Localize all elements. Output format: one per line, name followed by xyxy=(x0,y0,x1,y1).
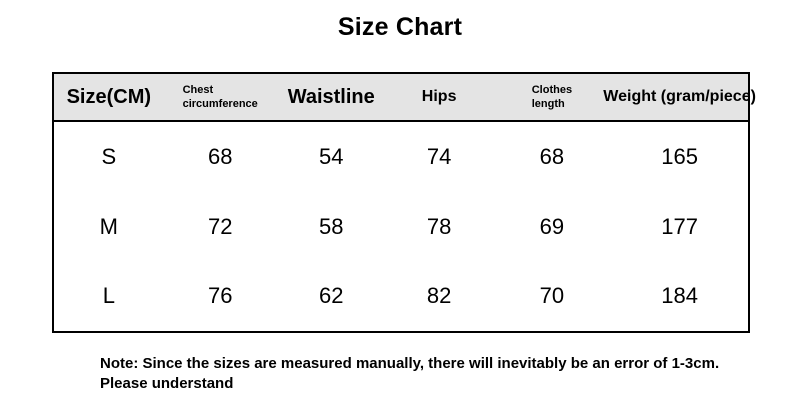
header-cell-size: Size(CM) xyxy=(66,85,152,108)
row-label-size-s: S xyxy=(101,143,117,169)
header-cell-clothes-length: Clothes length xyxy=(531,83,573,110)
cell-m-clothes-length: 69 xyxy=(539,213,565,239)
note-line-2: Please understand xyxy=(100,375,234,393)
row-label-size-l: L xyxy=(102,283,115,309)
header-cell-hips: Hips xyxy=(421,88,457,105)
measurement-note: Note: Since the sizes are measured manua… xyxy=(100,354,780,395)
cell-s-weight: 165 xyxy=(661,143,698,169)
cell-m-hips: 78 xyxy=(426,213,452,239)
cell-s-waistline: 54 xyxy=(318,143,344,169)
cell-s-chest: 68 xyxy=(207,143,233,169)
cell-s-hips: 74 xyxy=(426,143,452,169)
header-cell-weight: Weight (gram/piece) xyxy=(603,88,756,105)
header-cell-waistline: Waistline xyxy=(287,85,375,108)
table-row-m: M 72 58 78 69 177 xyxy=(54,192,748,262)
table-row-l: L 76 62 82 70 184 xyxy=(54,261,748,331)
cell-s-clothes-length: 68 xyxy=(539,143,565,169)
size-chart-table: Size(CM) Chest circumference Waistline H… xyxy=(52,72,756,333)
cell-l-chest: 76 xyxy=(207,283,233,309)
cell-l-waistline: 62 xyxy=(318,283,344,309)
row-label-size-m: M xyxy=(99,213,118,239)
cell-m-chest: 72 xyxy=(207,213,233,239)
cell-m-waistline: 58 xyxy=(318,213,344,239)
table-row-s: S 68 54 74 68 165 xyxy=(54,122,748,192)
note-line-1: Note: Since the sizes are measured manua… xyxy=(100,355,720,372)
page-title: Size Chart xyxy=(337,13,463,41)
cell-l-hips: 82 xyxy=(426,283,452,309)
cell-l-clothes-length: 70 xyxy=(539,283,565,309)
cell-m-weight: 177 xyxy=(661,213,698,239)
header-cell-chest-circumference: Chest circumference xyxy=(182,83,258,110)
cell-l-weight: 184 xyxy=(661,283,698,309)
table-header-row: Size(CM) Chest circumference Waistline H… xyxy=(54,74,756,122)
